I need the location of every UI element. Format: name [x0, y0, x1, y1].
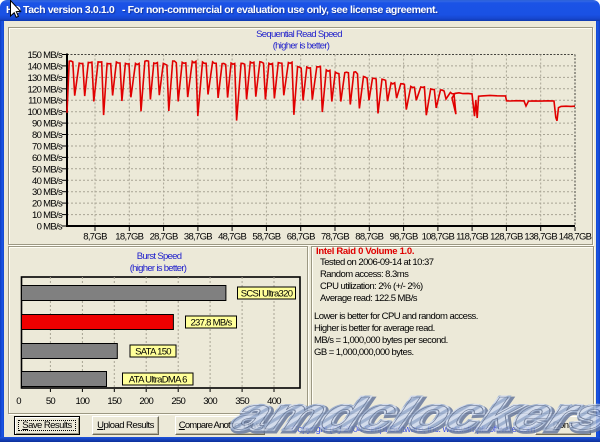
svg-text:80 MB/s: 80 MB/s	[32, 130, 63, 141]
svg-text:78,7GB: 78,7GB	[321, 232, 349, 243]
svg-text:150: 150	[107, 396, 121, 407]
svg-text:10 MB/s: 10 MB/s	[32, 210, 63, 221]
svg-text:400: 400	[267, 396, 281, 407]
svg-text:130 MB/s: 130 MB/s	[27, 73, 62, 84]
svg-text:50: 50	[46, 396, 56, 407]
svg-text:150 MB/s: 150 MB/s	[27, 50, 62, 61]
svg-text:18,7GB: 18,7GB	[115, 232, 143, 243]
svg-text:0 MB/s: 0 MB/s	[37, 222, 63, 233]
svg-text:108,7GB: 108,7GB	[422, 232, 455, 243]
svg-text:68,7GB: 68,7GB	[287, 232, 315, 243]
svg-text:88,7GB: 88,7GB	[355, 232, 383, 243]
svg-text:138,7GB: 138,7GB	[524, 232, 557, 243]
svg-text:SATA 150: SATA 150	[135, 347, 171, 358]
svg-text:237.8 MB/s: 237.8 MB/s	[190, 318, 232, 329]
svg-text:30 MB/s: 30 MB/s	[32, 187, 63, 198]
svg-text:98,7GB: 98,7GB	[390, 232, 418, 243]
svg-text:(higher is better): (higher is better)	[273, 41, 330, 52]
svg-text:0: 0	[16, 396, 21, 407]
svg-text:120 MB/s: 120 MB/s	[27, 84, 62, 95]
svg-text:amdclockers: amdclockers	[226, 389, 600, 439]
svg-text:300: 300	[203, 396, 217, 407]
svg-text:SCSI Ultra320: SCSI Ultra320	[241, 289, 293, 300]
svg-text:8,7GB: 8,7GB	[83, 232, 107, 243]
svg-text:100: 100	[76, 396, 90, 407]
svg-text:58,7GB: 58,7GB	[252, 232, 280, 243]
svg-text:40 MB/s: 40 MB/s	[32, 176, 63, 187]
svg-text:100 MB/s: 100 MB/s	[27, 107, 62, 118]
svg-text:90 MB/s: 90 MB/s	[32, 119, 63, 130]
svg-text:250: 250	[171, 396, 185, 407]
svg-text:128,7GB: 128,7GB	[490, 232, 523, 243]
svg-text:Sequential Read Speed: Sequential Read Speed	[256, 29, 342, 40]
svg-text:38,7GB: 38,7GB	[184, 232, 212, 243]
svg-text:350: 350	[235, 396, 249, 407]
svg-text:70 MB/s: 70 MB/s	[32, 142, 63, 153]
svg-text:200: 200	[139, 396, 153, 407]
svg-text:20 MB/s: 20 MB/s	[32, 199, 63, 210]
svg-text:Burst Speed: Burst Speed	[137, 251, 182, 262]
svg-text:(higher is better): (higher is better)	[130, 263, 187, 274]
svg-text:amdclockers: amdclockers	[226, 389, 600, 439]
svg-text:140 MB/s: 140 MB/s	[27, 61, 62, 72]
svg-text:50 MB/s: 50 MB/s	[32, 164, 63, 175]
svg-text:118,7GB: 118,7GB	[456, 232, 488, 243]
svg-text:amdclockers: amdclockers	[228, 391, 600, 441]
svg-text:148,7GB: 148,7GB	[559, 232, 592, 243]
svg-text:48,7GB: 48,7GB	[218, 232, 246, 243]
svg-text:ATA UltraDMA 6: ATA UltraDMA 6	[129, 375, 187, 386]
svg-text:28,7GB: 28,7GB	[150, 232, 178, 243]
svg-text:110 MB/s: 110 MB/s	[28, 96, 63, 107]
svg-text:60 MB/s: 60 MB/s	[32, 153, 63, 164]
